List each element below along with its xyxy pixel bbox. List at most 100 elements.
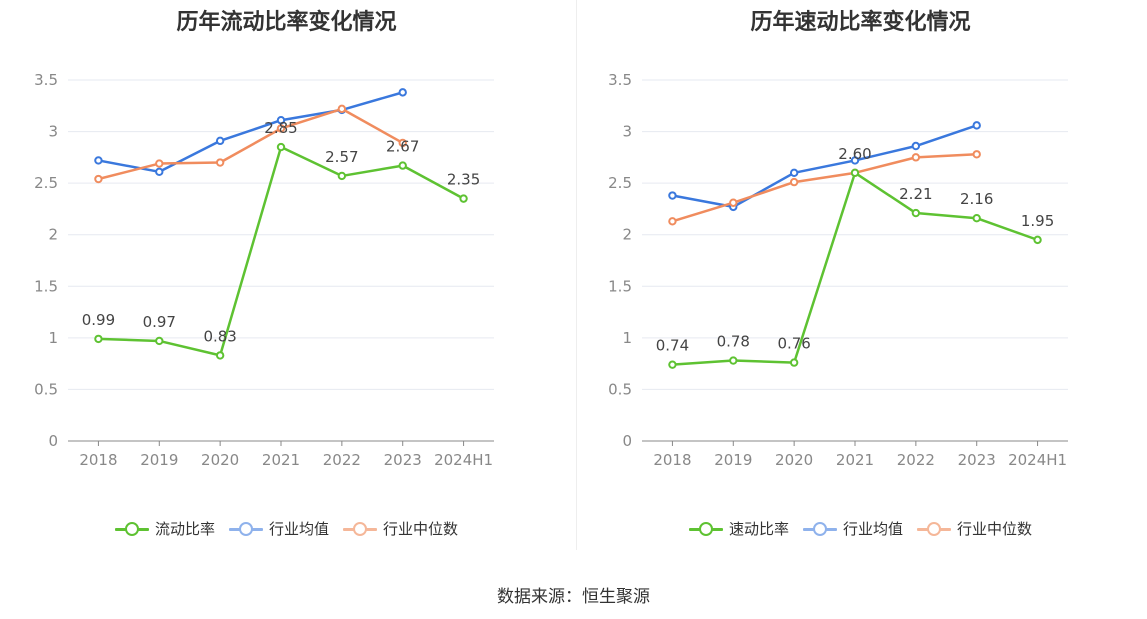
series-line [98, 91, 404, 174]
y-tick-label: 1.5 [608, 277, 632, 295]
data-point [729, 356, 738, 365]
y-tick-label: 0.5 [608, 380, 632, 398]
legend-label: 行业均值 [268, 520, 329, 538]
x-tick-label: 2024H1 [1008, 451, 1067, 469]
chart-panel-current-ratio: 历年流动比率变化情况 0 0.5 1 1.5 2 2.5 3 3.5 2018 2019 2020 2… [0, 0, 573, 560]
legend-item-ratio[interactable]: 速动比率 [688, 518, 789, 539]
legend-item-industry-mean[interactable]: 行业均值 [802, 518, 903, 539]
y-tick-label: 0 [48, 432, 58, 450]
data-label: 0.78 [717, 333, 750, 351]
y-tick-label: 3 [622, 123, 632, 141]
x-tick-label: 2021 [836, 451, 874, 469]
legend-item-industry-median[interactable]: 行业中位数 [917, 518, 1032, 539]
panel-divider [576, 0, 577, 550]
data-point [215, 158, 225, 167]
data-point [668, 360, 677, 369]
data-point [668, 217, 677, 226]
x-tick-label: 2019 [714, 451, 752, 469]
data-point [398, 161, 407, 170]
line-chart-quick-ratio: 0 0.5 1 1.5 2 2.5 3 3.5 2018 2019 2020 2021 2022 2023… [608, 71, 1068, 469]
legend-label: 流动比率 [154, 520, 215, 538]
y-tick-label: 2 [622, 226, 632, 244]
data-label: 2.16 [960, 190, 993, 208]
y-tick-label: 2.5 [608, 174, 632, 192]
data-point [276, 142, 286, 152]
data-point [398, 138, 407, 148]
data-point [789, 177, 799, 187]
data-label: 2.35 [447, 171, 480, 189]
y-tick-label: 2.5 [34, 174, 58, 192]
data-label: 0.83 [203, 327, 236, 345]
legend-item-industry-median[interactable]: 行业中位数 [343, 518, 458, 539]
x-tick-label: 2023 [384, 451, 422, 469]
legend-label: 行业中位数 [383, 520, 459, 538]
data-label: 2.60 [838, 145, 871, 163]
data-point [911, 208, 921, 218]
legend-line-marker-icon [688, 521, 723, 537]
x-tick-label: 2022 [323, 451, 361, 469]
data-point [729, 198, 738, 207]
legend-line-marker-icon [228, 521, 263, 537]
x-tick-label: 2021 [262, 451, 300, 469]
y-tick-label: 1.5 [34, 277, 58, 295]
chart-title: 历年流动比率变化情况 [176, 10, 397, 35]
y-tick-label: 3.5 [34, 71, 58, 89]
data-point [850, 156, 860, 165]
data-point [155, 336, 164, 346]
y-tick-label: 3.5 [608, 71, 632, 89]
legend-item-industry-mean[interactable]: 行业均值 [228, 518, 329, 539]
data-label: 2.21 [899, 185, 932, 203]
data-point [337, 171, 347, 181]
data-point [94, 174, 103, 184]
legend-label: 速动比率 [728, 520, 789, 538]
data-point [337, 104, 347, 114]
data-point [94, 156, 103, 165]
data-point [972, 121, 981, 130]
data-point [398, 88, 407, 97]
legend-line-marker-icon [802, 521, 837, 537]
legend-line-marker-icon [917, 521, 951, 537]
series-line [98, 107, 404, 181]
chart-title: 历年速动比率变化情况 [750, 10, 971, 35]
x-tick-label: 2018 [653, 451, 691, 469]
y-tick-label: 1 [48, 329, 58, 347]
data-label: 2.85 [264, 119, 297, 137]
data-point [155, 159, 164, 168]
data-label: 2.57 [325, 148, 358, 166]
data-point [789, 168, 799, 178]
data-point [276, 116, 286, 125]
data-point [459, 194, 468, 203]
y-tick-label: 2 [48, 226, 58, 244]
data-point [668, 191, 677, 200]
data-point [789, 358, 799, 367]
data-point [94, 334, 103, 344]
y-tick-label: 0 [622, 432, 632, 450]
data-point [1033, 235, 1042, 245]
data-point [850, 168, 860, 178]
data-label: 1.95 [1021, 212, 1054, 230]
y-tick-label: 0.5 [34, 380, 58, 398]
data-label: 0.76 [777, 335, 810, 353]
data-point [276, 124, 286, 133]
data-point [215, 136, 225, 146]
legend-line-marker-icon [114, 521, 149, 537]
x-tick-label: 2023 [958, 451, 996, 469]
legend-item-ratio[interactable]: 流动比率 [114, 518, 215, 539]
series-line [672, 153, 977, 223]
chart-panel-quick-ratio: 历年速动比率变化情况 0 0.5 1 1.5 2 2.5 3 3.5 2018 2019 2020 2… [574, 0, 1147, 560]
data-point [972, 214, 981, 223]
legend-label: 行业均值 [842, 520, 903, 538]
x-tick-label: 2020 [775, 451, 813, 469]
y-tick-label: 1 [622, 329, 632, 347]
x-tick-label: 2024H1 [434, 451, 493, 469]
data-point [215, 351, 225, 360]
chart-legend: 速动比率 行业均值 行业中位数 [574, 518, 1147, 539]
x-tick-label: 2019 [140, 451, 178, 469]
data-point [972, 150, 981, 159]
data-point [155, 167, 164, 176]
data-point [911, 141, 921, 151]
data-label: 0.97 [143, 313, 176, 331]
data-label: 0.99 [82, 311, 115, 329]
chart-legend: 流动比率 行业均值 行业中位数 [0, 518, 573, 539]
legend-label: 行业中位数 [957, 520, 1033, 538]
